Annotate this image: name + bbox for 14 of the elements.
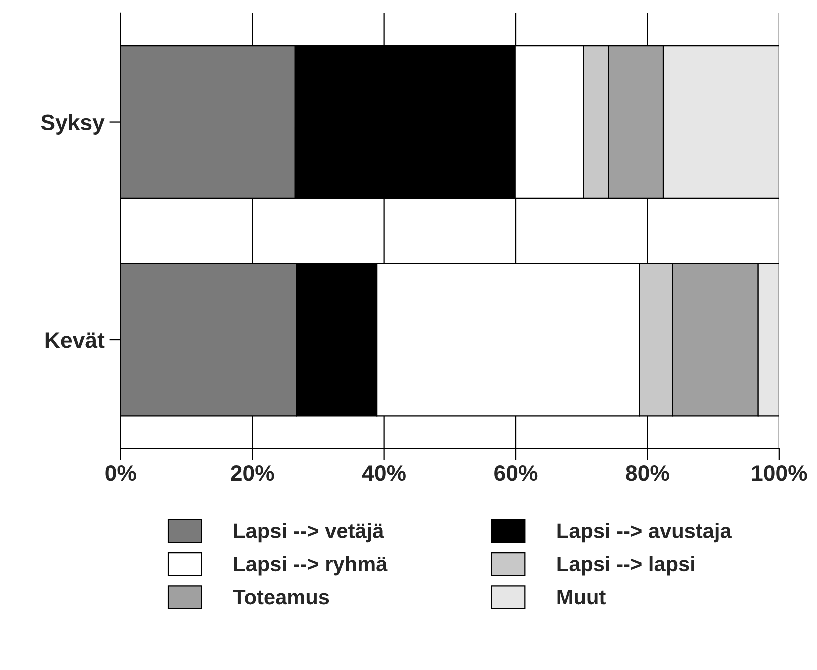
x-tick-label: 20%	[231, 465, 274, 482]
legend-label: Lapsi --> vetäjä	[234, 523, 384, 543]
y-tick-label: Kevät	[46, 332, 105, 348]
legend-label: Lapsi --> avustaja	[558, 523, 732, 543]
x-tick-label: 40%	[362, 465, 406, 482]
x-tick-label: 80%	[626, 465, 670, 482]
legend-label: Muut	[558, 590, 606, 605]
legend-label: Lapsi --> lapsi	[558, 556, 694, 576]
x-tick-label: 60%	[494, 465, 538, 482]
x-tick-label: 0%	[106, 465, 136, 482]
y-tick-label: Syksy	[41, 114, 105, 135]
legend-label: Toteamus	[233, 590, 330, 605]
x-tick-label: 100%	[752, 465, 808, 482]
legend-label: Lapsi --> ryhmä	[234, 556, 388, 576]
